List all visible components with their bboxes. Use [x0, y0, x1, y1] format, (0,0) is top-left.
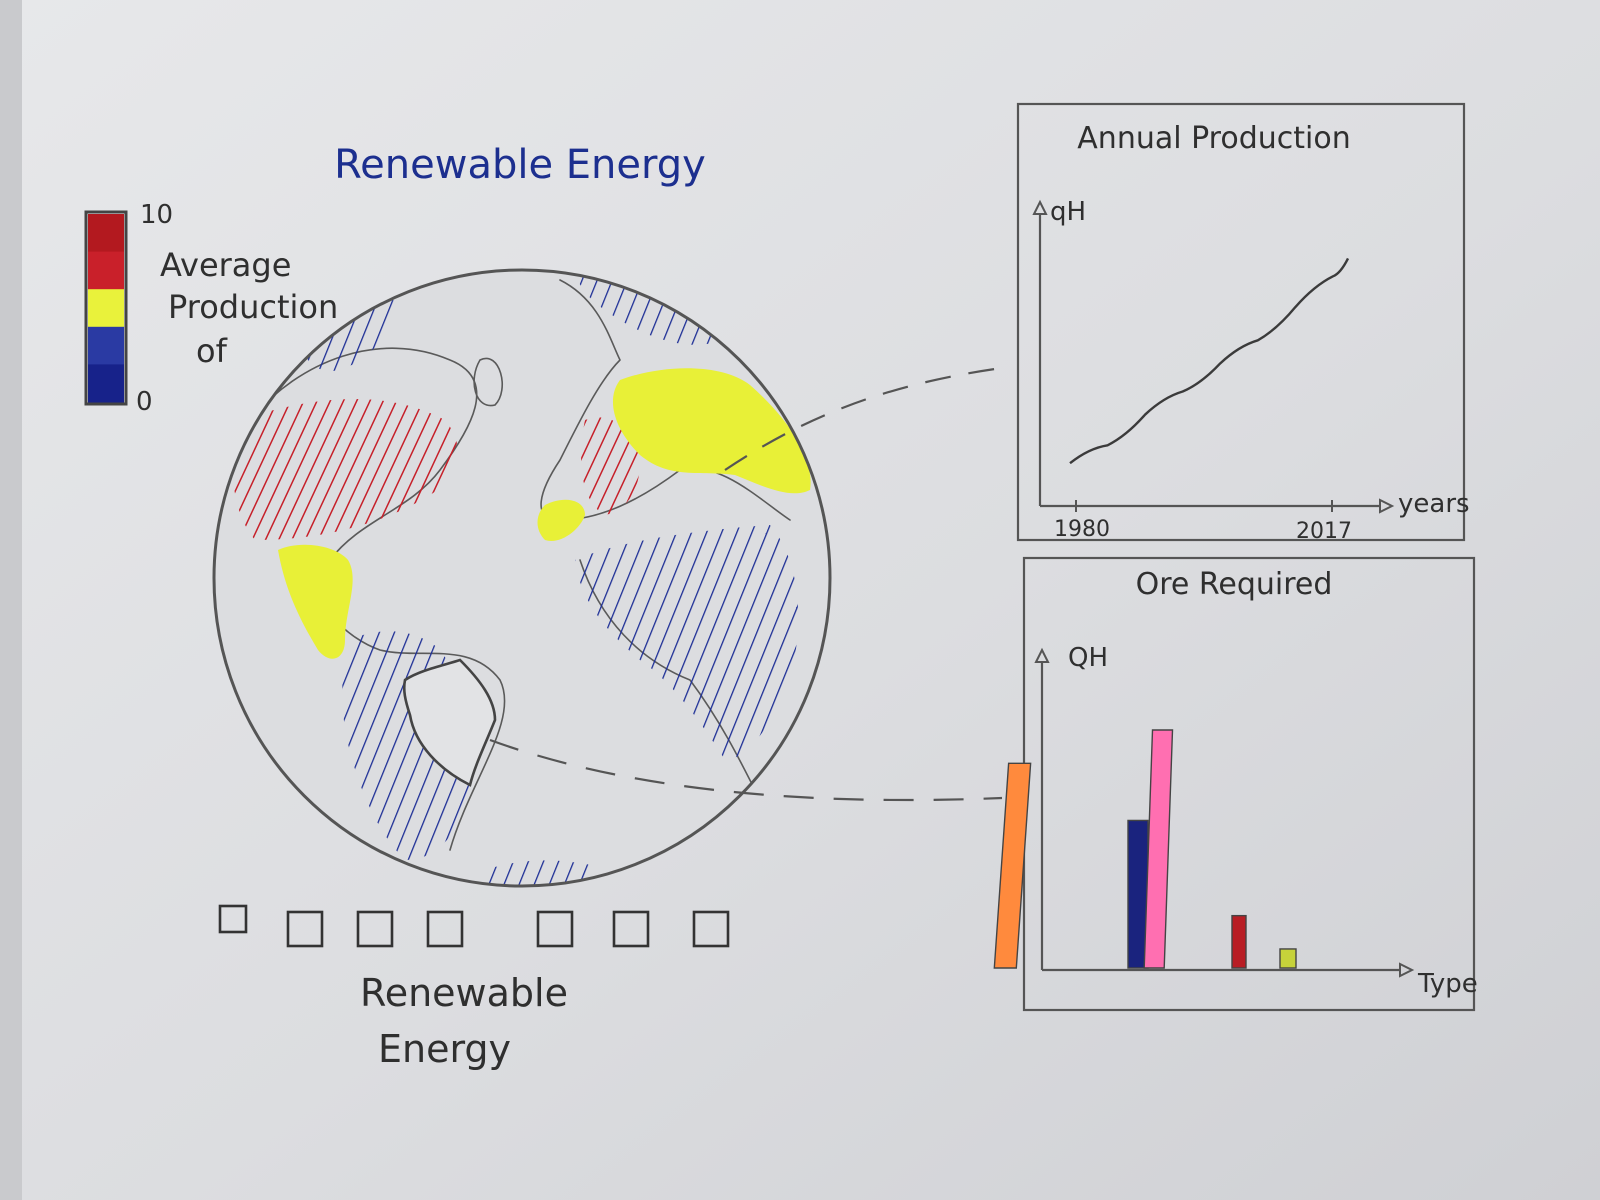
- ore-required-y-arrow: [1034, 647, 1050, 663]
- region-central-america-medium[interactable]: [278, 544, 353, 659]
- region-africa-low[interactable]: [575, 525, 799, 760]
- legend-band-3: [88, 289, 124, 328]
- ore-bar-3[interactable]: [1143, 729, 1174, 969]
- region-north-america-high[interactable]: [232, 399, 458, 540]
- ore-bar-4[interactable]: [1231, 914, 1247, 969]
- selector-label-line-2: Energy: [378, 1027, 511, 1071]
- greenland-outline: [473, 357, 503, 407]
- energy-type-checkbox-2[interactable]: [286, 910, 324, 948]
- energy-type-selector: [218, 904, 730, 948]
- legend-max-label: 10: [140, 200, 173, 230]
- energy-type-checkbox-6[interactable]: [612, 910, 650, 948]
- globe-outline: [212, 268, 832, 888]
- ore-required-title: Ore Required: [1136, 567, 1333, 602]
- legend-label-line-3: of: [196, 332, 228, 370]
- paper-edge: [0, 0, 22, 1200]
- connector-to-ore-required: [489, 738, 1003, 802]
- legend-band-5: [88, 364, 124, 403]
- region-europe-high[interactable]: [581, 417, 641, 515]
- legend-label-line-1: Average: [160, 246, 291, 284]
- ore-bar-5[interactable]: [1279, 948, 1297, 969]
- annual-production-series-line: [1069, 257, 1350, 465]
- legend-band-2: [88, 251, 124, 290]
- energy-type-checkbox-1[interactable]: [218, 904, 248, 934]
- ore-required-ylabel: QH: [1068, 643, 1108, 673]
- annual-production-panel: Annual Production qH years 1980 2017: [1016, 102, 1470, 544]
- globe-map[interactable]: [212, 268, 832, 890]
- legend-band-4: [88, 326, 124, 365]
- tick-label-1980: 1980: [1054, 517, 1110, 542]
- annual-production-frame: [1016, 102, 1466, 542]
- selector-label-line-1: Renewable: [360, 971, 568, 1015]
- color-legend: 10 0 Average Production of: [84, 200, 338, 417]
- energy-type-checkbox-7[interactable]: [692, 910, 730, 948]
- ore-required-xlabel: Type: [1417, 969, 1478, 999]
- legend-band-1: [88, 214, 124, 253]
- page-title: Renewable Energy: [334, 142, 706, 188]
- legend-frame: [84, 210, 128, 406]
- energy-type-checkbox-5[interactable]: [536, 910, 574, 948]
- connector-to-annual-production: [724, 366, 1003, 471]
- annual-production-ylabel: qH: [1050, 197, 1086, 227]
- ore-bar-1[interactable]: [993, 762, 1032, 969]
- annual-production-xlabel: years: [1398, 489, 1470, 519]
- annual-production-x-arrow: [1379, 498, 1395, 514]
- legend-label-line-2: Production: [168, 288, 338, 326]
- ore-required-x-arrow: [1399, 962, 1415, 978]
- energy-type-checkbox-4[interactable]: [426, 910, 464, 948]
- tick-label-2017: 2017: [1296, 519, 1352, 544]
- region-iberia-medium[interactable]: [537, 499, 586, 541]
- energy-type-checkbox-3[interactable]: [356, 910, 394, 948]
- region-brazil-no-data[interactable]: [402, 658, 497, 787]
- ore-required-panel: Ore Required QH Type: [993, 556, 1478, 1012]
- region-arctic-low[interactable]: [575, 270, 720, 345]
- region-asia-medium[interactable]: [612, 368, 811, 494]
- annual-production-y-arrow: [1032, 199, 1048, 215]
- legend-min-label: 0: [136, 387, 153, 417]
- annual-production-title: Annual Production: [1077, 121, 1350, 156]
